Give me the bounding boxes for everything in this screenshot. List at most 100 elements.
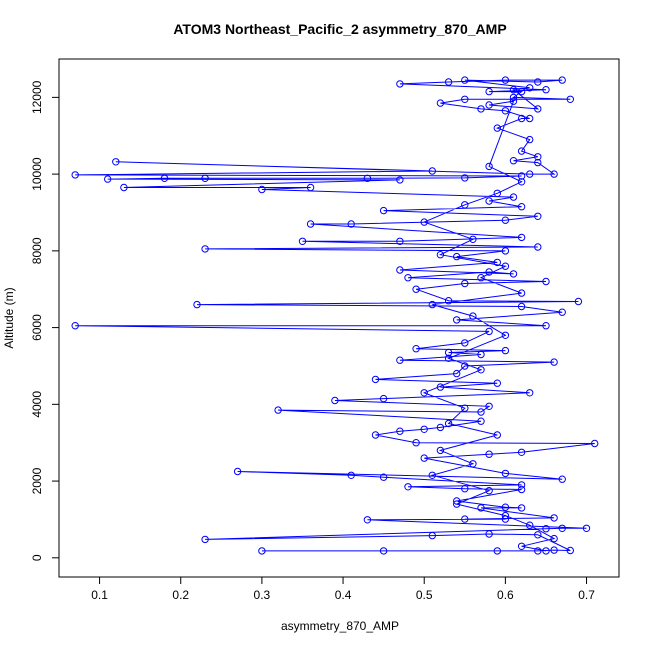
data-point <box>444 78 453 86</box>
data-point <box>517 203 526 211</box>
data-point <box>420 454 428 462</box>
data-point <box>501 247 510 255</box>
y-axis: 0 2000 4000 6000 8000 10000 12000 <box>30 80 59 561</box>
data-point <box>306 183 315 192</box>
data-point <box>550 514 558 522</box>
data-point <box>485 450 493 458</box>
data-point <box>453 369 461 378</box>
data-point <box>461 201 469 209</box>
data-point <box>509 193 518 201</box>
x-tick-label: 0.3 <box>254 588 271 602</box>
data-point <box>485 87 493 96</box>
data-point <box>453 497 461 505</box>
y-tick-label: 2000 <box>30 467 44 494</box>
x-axis-label: asymmetry_870_AMP <box>281 619 399 633</box>
data-point <box>404 274 412 282</box>
data-point <box>461 339 469 347</box>
data-point <box>371 375 380 384</box>
y-tick-label: 6000 <box>30 314 44 341</box>
data-point <box>501 515 510 523</box>
data-point <box>485 487 493 495</box>
data-point <box>274 406 282 414</box>
data-point <box>485 268 493 276</box>
data-point <box>534 153 542 161</box>
data-point <box>517 302 526 311</box>
data-point <box>453 252 461 261</box>
data-point <box>436 99 445 107</box>
data-point <box>493 189 501 198</box>
data-point <box>461 76 469 84</box>
data-point <box>485 530 493 538</box>
data-point <box>371 431 380 439</box>
data-point <box>493 379 501 387</box>
data-point <box>461 485 469 493</box>
data-point <box>550 170 558 178</box>
data-point <box>501 262 510 270</box>
x-tick-label: 0.7 <box>578 588 595 602</box>
data-point <box>534 531 542 539</box>
data-point <box>517 289 526 297</box>
data-point <box>379 473 388 481</box>
data-point <box>420 218 428 226</box>
data-point <box>420 425 428 433</box>
data-point <box>542 547 550 555</box>
data-point <box>558 76 566 84</box>
data-point <box>412 285 420 293</box>
series-line <box>75 79 595 552</box>
data-point <box>501 469 510 478</box>
data-point <box>379 394 388 403</box>
chart-title: ATOM3 Northeast_Pacific_2 asymmetry_870_… <box>173 21 506 37</box>
data-point <box>509 86 518 94</box>
data-point <box>526 389 534 397</box>
data-point <box>112 158 120 166</box>
data-point <box>469 460 477 468</box>
data-point <box>477 408 485 416</box>
data-point <box>526 135 534 144</box>
data-point <box>493 258 501 267</box>
data-point <box>298 237 307 246</box>
y-tick-label: 4000 <box>30 391 44 418</box>
data-series <box>71 76 599 555</box>
data-point <box>542 277 550 286</box>
data-point <box>542 525 550 533</box>
data-point <box>160 174 169 183</box>
data-point <box>201 245 209 253</box>
data-point <box>550 534 558 543</box>
data-point <box>501 216 510 224</box>
data-point <box>71 322 79 330</box>
data-point <box>436 423 445 432</box>
data-point <box>104 175 112 183</box>
data-point <box>428 300 436 309</box>
data-point <box>379 206 388 215</box>
data-point <box>485 162 493 171</box>
data-point <box>428 531 436 540</box>
data-point <box>558 475 566 483</box>
data-point <box>550 546 558 554</box>
data-point <box>534 243 542 251</box>
data-point <box>517 147 526 155</box>
data-point <box>396 176 404 184</box>
data-point <box>517 504 526 512</box>
data-point <box>534 78 542 86</box>
data-point <box>542 86 550 94</box>
data-point <box>493 547 501 555</box>
y-tick-label: 10000 <box>30 157 44 191</box>
data-point <box>71 171 79 179</box>
data-point <box>534 212 542 221</box>
data-point <box>485 402 493 410</box>
data-point <box>501 76 510 84</box>
data-point <box>461 362 469 370</box>
data-point <box>461 174 469 182</box>
data-point <box>509 97 518 105</box>
data-point <box>566 546 574 555</box>
data-point <box>517 87 526 96</box>
y-axis-label: Altitude (m) <box>2 287 16 348</box>
data-point <box>485 327 493 336</box>
data-point <box>485 197 493 205</box>
data-point <box>509 270 518 278</box>
data-point <box>477 274 485 282</box>
data-point <box>461 279 469 288</box>
data-point <box>436 383 445 391</box>
data-point <box>201 535 209 544</box>
